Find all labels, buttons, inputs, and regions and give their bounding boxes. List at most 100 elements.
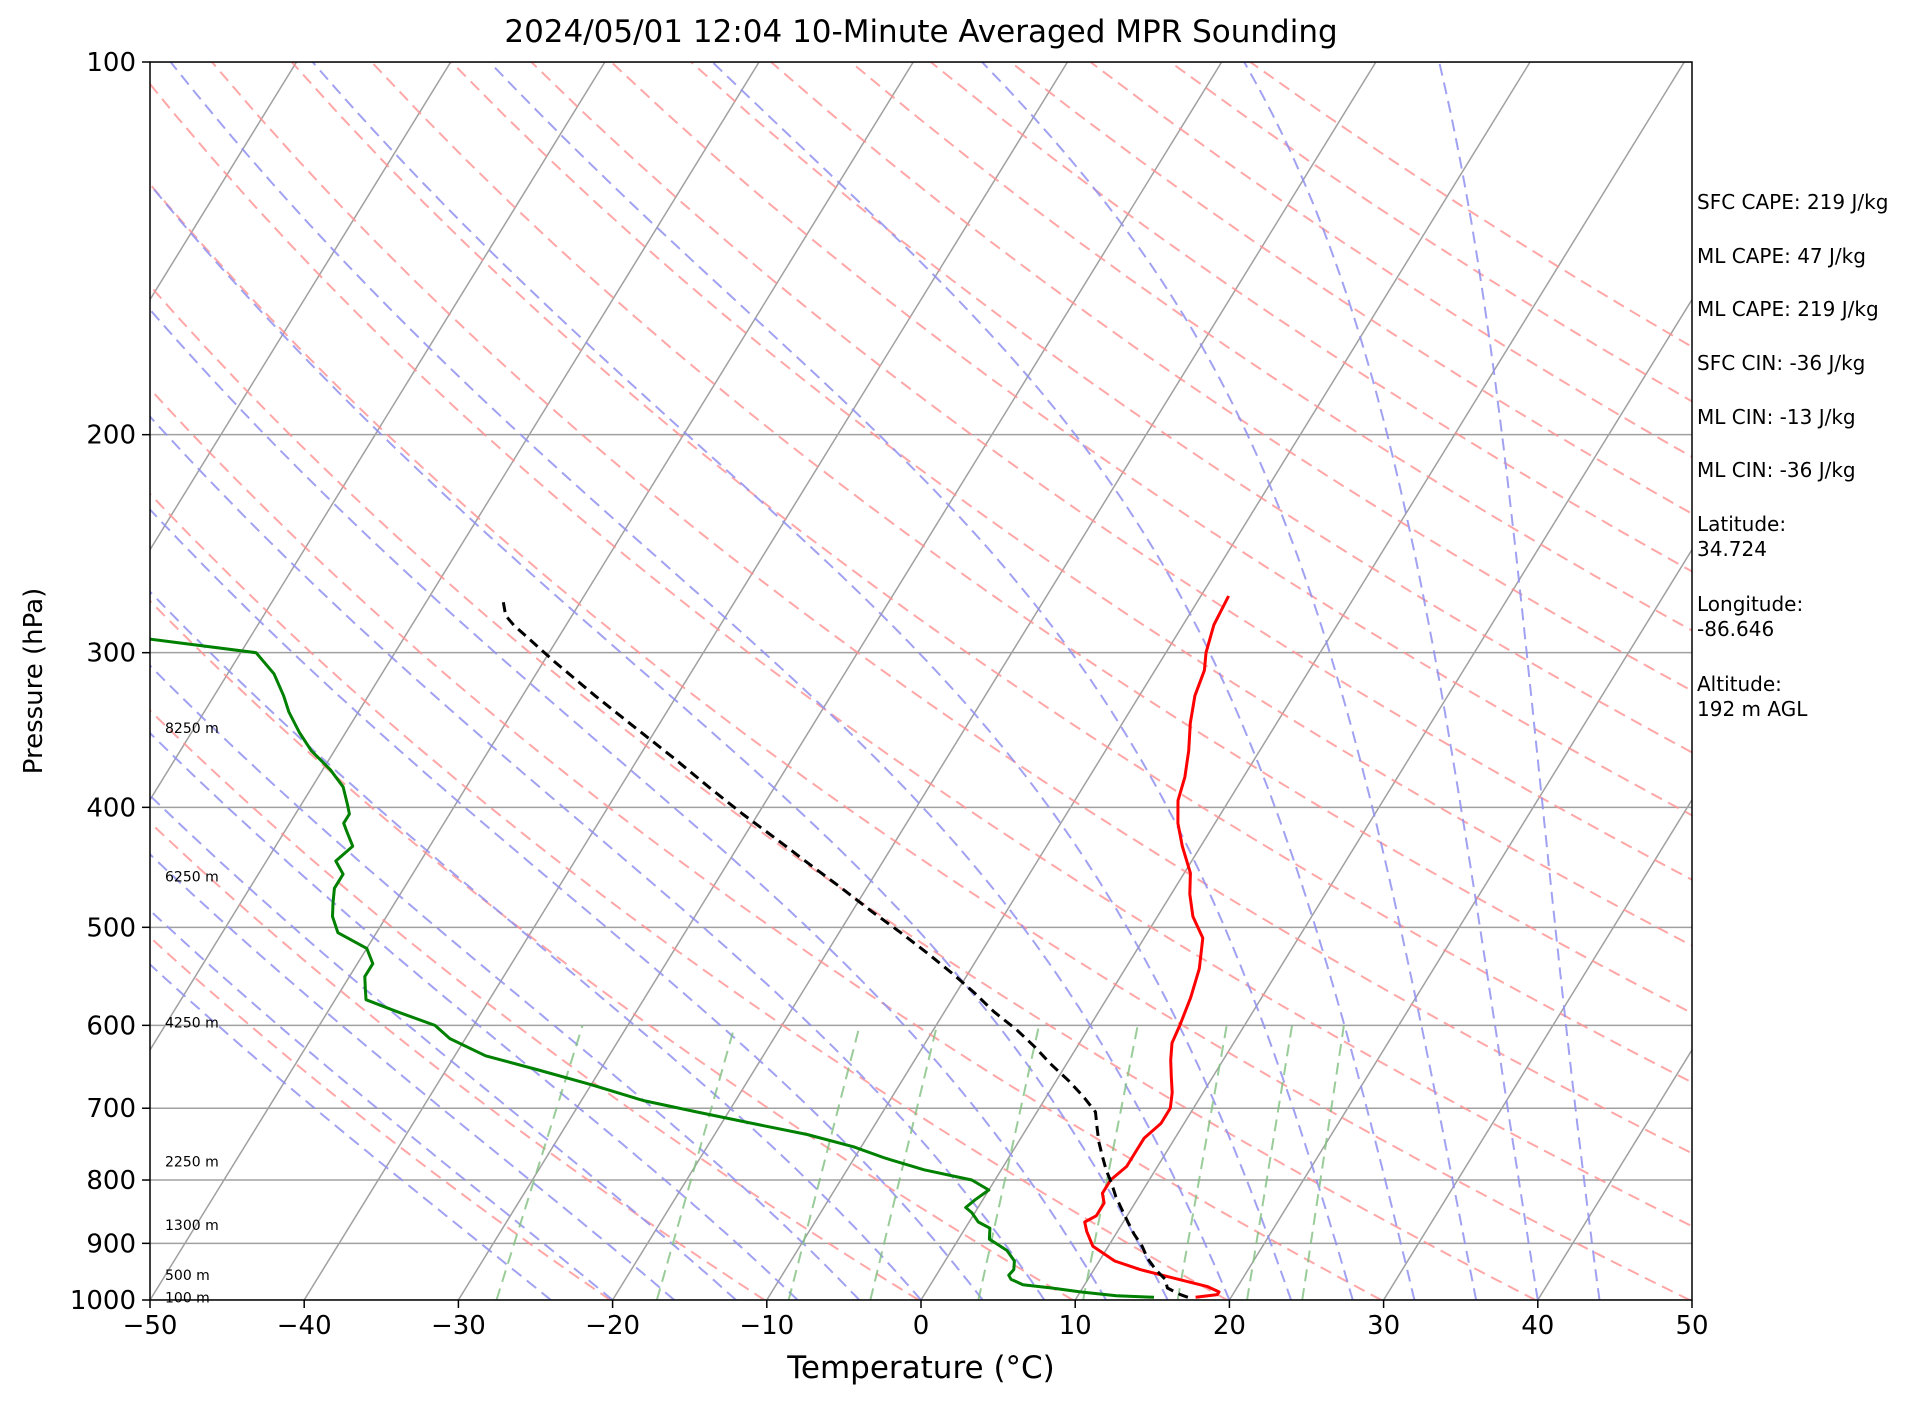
- x-tick-label: 50: [1675, 1311, 1708, 1341]
- x-axis-label: Temperature (°C): [786, 1350, 1055, 1386]
- info-sfc-cape: SFC CAPE: 219 J/kg: [1697, 190, 1889, 214]
- isotherm-line: [1382, 798, 1692, 1300]
- info-ml-cin-1: ML CIN: -13 J/kg: [1697, 405, 1856, 429]
- sounding-profiles: [150, 595, 1230, 1299]
- height-label: 500 m: [165, 1268, 210, 1284]
- moist-adiabat-line: [150, 508, 984, 1300]
- moist-adiabat-line: [150, 852, 675, 1300]
- x-tick-label: 10: [1059, 1311, 1092, 1341]
- dry-adiabat-line: [150, 387, 1382, 1300]
- y-tick-label: 200: [86, 421, 136, 451]
- dry-adiabat-line: [150, 82, 1692, 1228]
- isotherm-line: [303, 62, 1069, 1300]
- info-ml-cape-1: ML CAPE: 47 J/kg: [1697, 244, 1866, 268]
- isotherm-line: [611, 62, 1377, 1300]
- x-tick-label: 20: [1213, 1311, 1246, 1341]
- isotherm-line: [150, 62, 914, 1300]
- dry-adiabat-line: [150, 935, 611, 1300]
- x-tick-label: 30: [1367, 1311, 1400, 1341]
- x-tick-label: 40: [1521, 1311, 1554, 1341]
- y-tick-label: 900: [86, 1229, 136, 1259]
- moist-adiabat-line: [981, 62, 1478, 1300]
- moist-adiabat-line: [150, 908, 614, 1300]
- moist-adiabat-line: [1438, 62, 1601, 1300]
- moist-adiabat-line: [150, 308, 1107, 1300]
- dry-adiabat-line: [370, 62, 1692, 1015]
- moist-adiabat-line: [150, 963, 552, 1300]
- moist-adiabat-line: [150, 590, 922, 1300]
- temperature-profile: [1083, 595, 1230, 1299]
- info-ml-cape-2: ML CAPE: 219 J/kg: [1697, 297, 1879, 321]
- info-longitude: Longitude: -86.646: [1697, 592, 1803, 642]
- dry-adiabat-line: [150, 599, 1074, 1300]
- mixing-ratio-line: [655, 1025, 736, 1300]
- dry-adiabat-line: [770, 62, 1692, 692]
- y-tick-label: 600: [86, 1011, 136, 1041]
- latitude-label: Latitude:: [1697, 512, 1787, 536]
- moist-adiabat-line: [169, 62, 1231, 1300]
- height-label: 4250 m: [165, 1016, 219, 1032]
- mixing-ratio-line: [787, 1025, 861, 1300]
- height-label: 100 m: [165, 1290, 210, 1306]
- x-tick-label: −50: [123, 1311, 178, 1341]
- isotherm-line: [766, 62, 1531, 1300]
- isotherm-line: [150, 62, 760, 1052]
- y-tick-label: 700: [86, 1094, 136, 1124]
- isotherm-line: [1074, 298, 1692, 1300]
- longitude-value: -86.646: [1697, 617, 1775, 641]
- dewpoint-profile: [150, 637, 1155, 1299]
- height-label: 8250 m: [165, 721, 219, 737]
- info-ml-cin-2: ML CIN: -36 J/kg: [1697, 458, 1856, 482]
- altitude-label: Altitude:: [1697, 672, 1782, 696]
- dry-adiabat-line: [150, 492, 1228, 1300]
- latitude-value: 34.724: [1697, 537, 1767, 561]
- mixing-ratio-line: [495, 1025, 584, 1300]
- isotherm-line: [1537, 1048, 1692, 1300]
- y-tick-label: 300: [86, 639, 136, 669]
- dry-adiabat-line: [850, 62, 1692, 632]
- info-latitude: Latitude: 34.724: [1697, 512, 1786, 562]
- mixing-ratio-line: [1082, 1025, 1139, 1300]
- height-label: 2250 m: [165, 1155, 219, 1171]
- background-lines: [150, 62, 1692, 1300]
- x-tick-label: −10: [739, 1311, 794, 1341]
- y-tick-label: 1000: [70, 1286, 136, 1316]
- y-tick-label: 800: [86, 1166, 136, 1196]
- chart-title: 2024/05/01 12:04 10-Minute Averaged MPR …: [504, 14, 1338, 50]
- y-tick-label: 100: [86, 48, 136, 78]
- altitude-value: 192 m AGL: [1697, 697, 1808, 721]
- parcel-profile: [501, 601, 1189, 1299]
- moist-adiabat-line: [150, 182, 1169, 1300]
- mixing-ratio-line: [1301, 1025, 1345, 1300]
- dry-adiabat-line: [150, 709, 920, 1300]
- axes: −50 −40 −30 −20 −10 0 10 20 30 40 50 100 200 300 400 50…: [19, 48, 1709, 1386]
- moist-adiabat-line: [150, 794, 737, 1300]
- x-tick-label: −20: [585, 1311, 640, 1341]
- mixing-ratio-line: [977, 1025, 1040, 1300]
- moist-adiabat-line: [711, 62, 1416, 1300]
- mixing-ratio-line: [1176, 1025, 1228, 1300]
- isotherm-line: [920, 62, 1685, 1300]
- moist-adiabat-line: [150, 731, 799, 1300]
- isotherm-line: [150, 62, 606, 802]
- moist-adiabat-line: [150, 415, 1046, 1300]
- y-tick-label: 400: [86, 793, 136, 823]
- isotherm-line: [150, 62, 452, 552]
- info-sfc-cin: SFC CIN: -36 J/kg: [1697, 351, 1866, 375]
- x-tick-label: −40: [277, 1311, 332, 1341]
- height-label: 6250 m: [165, 870, 219, 886]
- info-altitude: Altitude: 192 m AGL: [1697, 672, 1807, 722]
- isotherm-line: [150, 62, 298, 302]
- moist-adiabat-line: [311, 62, 1293, 1300]
- y-axis-label: Pressure (hPa): [19, 588, 49, 775]
- isotherm-line: [457, 62, 1223, 1300]
- isotherm-line: [1228, 548, 1692, 1300]
- y-tick-label: 500: [86, 913, 136, 943]
- dry-adiabat-line: [610, 62, 1692, 817]
- x-tick-label: 0: [913, 1311, 930, 1341]
- longitude-label: Longitude:: [1697, 592, 1804, 616]
- dry-adiabat-line: [150, 182, 1691, 1300]
- mixing-ratio-line: [1246, 1025, 1294, 1300]
- moist-adiabat-line: [150, 664, 861, 1300]
